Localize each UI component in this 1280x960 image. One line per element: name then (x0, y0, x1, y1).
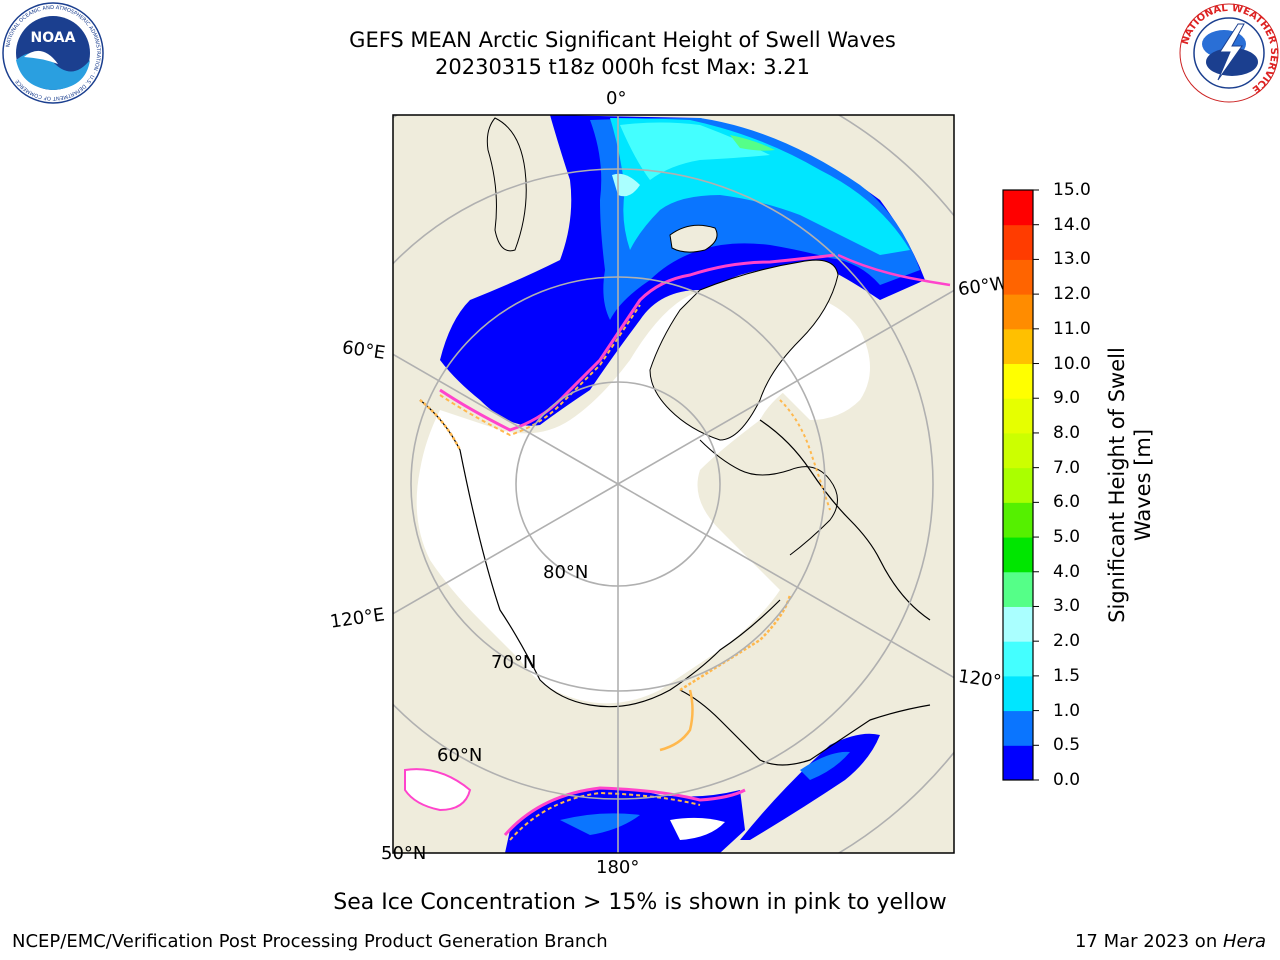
map-frame (392, 114, 955, 854)
colorbar-tick-label: 1.0 (1053, 700, 1081, 721)
coastline-siberia (419, 399, 781, 708)
footer-branch: NCEP/EMC/Verification Post Processing Pr… (12, 931, 608, 952)
noaa-logo: NOAA NATIONAL OCEANIC AND ATMOSPHERIC AD… (2, 2, 104, 108)
colorbar-tick-label: 14.0 (1053, 214, 1091, 235)
colorbar-tick-label: 2.0 (1053, 631, 1081, 652)
footer-date: 17 Mar 2023 on Hera (1075, 931, 1266, 952)
lat-label-60: 60°N (437, 745, 483, 766)
colorbar-tick-label: 13.0 (1053, 249, 1091, 270)
colorbar-tick-label: 11.0 (1053, 318, 1091, 339)
nws-logo: NATIONAL WEATHER SERVICE (1178, 2, 1280, 108)
chart-title: GEFS MEAN Arctic Significant Height of S… (349, 28, 896, 52)
graticule (393, 115, 954, 853)
footer-host: Hera (1222, 931, 1266, 952)
land-greenland (649, 259, 839, 441)
colorbar-tick-label: 5.0 (1053, 527, 1081, 548)
lat-label-50: 50°N (381, 843, 427, 864)
colorbar-tick-label: 6.0 (1053, 492, 1081, 513)
land-svalbard (669, 224, 718, 253)
colorbar-tick-label: 15.0 (1053, 180, 1091, 200)
colorbar-tick-label: 10.0 (1053, 353, 1091, 374)
land-novaya-zemlya (486, 117, 527, 252)
colorbar-tick-label: 8.0 (1053, 422, 1081, 443)
colorbar-tick-label: 9.0 (1053, 388, 1081, 409)
footer-date-text: 17 Mar 2023 on (1074, 931, 1223, 952)
swell-field-gulf-alaska (740, 733, 880, 840)
ice-edge-barents (439, 253, 836, 432)
colorbar-tick-label: 0.5 (1053, 735, 1081, 756)
chart-subtitle: 20230315 t18z 000h fcst Max: 3.21 (435, 55, 810, 79)
colorbar-tick-label: 4.0 (1053, 561, 1081, 582)
lat-label-70: 70°N (491, 652, 537, 673)
lon-label-180: 180° (596, 857, 640, 878)
colorbar-tick-label: 7.0 (1053, 457, 1081, 478)
lat-label-80: 80°N (543, 562, 589, 583)
colorbar-tick-label: 1.5 (1053, 665, 1081, 686)
lon-label-0: 0° (606, 88, 627, 109)
colorbar-tick-label: 3.0 (1053, 596, 1081, 617)
colorbar-tick-label: 0.0 (1053, 770, 1081, 790)
coastline-canada (759, 419, 931, 621)
noaa-logo-text: NOAA (31, 30, 76, 46)
colorbar-tick-label: 12.0 (1053, 284, 1091, 305)
ice-caption: Sea Ice Concentration > 15% is shown in … (333, 890, 947, 915)
colorbar-label: Significant Height of Swell Waves [m] (1105, 347, 1155, 623)
